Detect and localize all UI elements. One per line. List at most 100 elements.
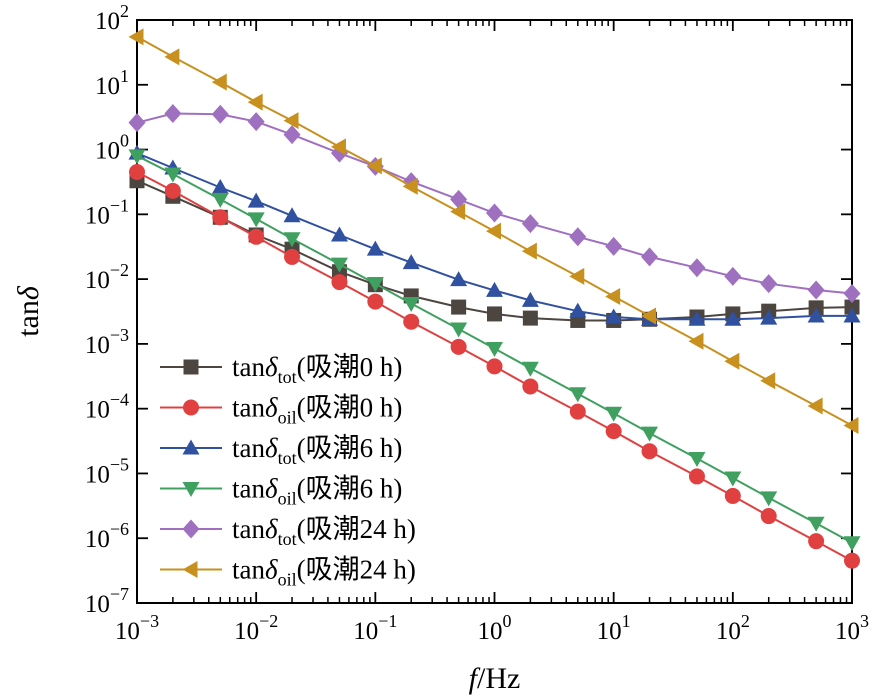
series-line (136, 179, 853, 322)
data-point (486, 341, 503, 357)
data-point (641, 247, 659, 267)
data-point (605, 406, 623, 422)
data-point (366, 277, 384, 293)
data-point (283, 112, 299, 130)
data-point (641, 443, 658, 460)
data-point (366, 157, 382, 175)
legend-entry: tanδoil(吸潮6 h) (160, 474, 402, 509)
data-point (128, 149, 146, 165)
data-point (247, 112, 265, 132)
y-tick-label: 101 (95, 66, 129, 100)
legend-label: tanδtot(吸潮0 h) (232, 352, 402, 387)
y-tick-label: 10−2 (85, 260, 129, 294)
y-tick-label: 10−1 (85, 195, 129, 229)
y-tick-label: 10−7 (85, 584, 129, 618)
data-point (569, 403, 586, 420)
x-tick-label: 101 (597, 611, 631, 645)
x-axis-label: f/Hz (469, 662, 521, 695)
data-point (211, 104, 229, 124)
data-point (164, 104, 182, 124)
x-tick-label: 102 (716, 611, 750, 645)
legend-entry: tanδoil(吸潮0 h) (160, 393, 402, 428)
data-point (522, 310, 538, 326)
data-point (330, 257, 348, 273)
data-point (724, 310, 742, 326)
data-point (129, 164, 145, 181)
data-point (807, 280, 825, 300)
data-point (283, 207, 301, 223)
y-tick-label: 10−6 (85, 519, 129, 553)
data-point (403, 313, 420, 330)
data-point (164, 167, 182, 183)
data-point (402, 297, 420, 313)
data-point (605, 236, 623, 256)
series-2 (129, 164, 860, 569)
legend-marker (182, 561, 198, 578)
data-point (367, 293, 384, 310)
data-point (843, 416, 859, 434)
data-point (283, 125, 301, 145)
data-point (402, 177, 418, 195)
data-point (724, 487, 741, 504)
data-point (486, 281, 503, 297)
data-point (807, 516, 825, 532)
y-tick-label: 102 (95, 1, 129, 35)
data-point (688, 452, 706, 468)
data-point (808, 533, 825, 550)
data-point (688, 332, 704, 350)
series-6 (128, 28, 859, 434)
data-point (486, 203, 503, 223)
data-point (724, 352, 740, 370)
data-point (211, 192, 229, 208)
data-point (450, 203, 466, 221)
data-point (641, 307, 657, 325)
data-point (450, 338, 467, 355)
axis-titles: f/Hz tanδ (12, 285, 520, 695)
data-point (688, 258, 706, 278)
data-point (402, 254, 420, 270)
x-tick-label: 10−1 (353, 611, 397, 645)
legend-label: tanδoil(吸潮6 h) (232, 474, 402, 509)
data-point (211, 178, 229, 194)
data-point (248, 228, 265, 245)
data-point (128, 28, 144, 46)
data-point (724, 266, 742, 286)
data-point (724, 471, 742, 487)
data-point (807, 307, 825, 323)
data-point (605, 287, 621, 305)
data-point (211, 73, 227, 91)
x-tick-label: 10−2 (234, 611, 278, 645)
data-point (164, 48, 180, 66)
y-tick-label: 100 (95, 131, 129, 165)
data-point (807, 397, 823, 415)
data-point (569, 302, 587, 318)
data-point (486, 222, 501, 240)
data-point (760, 508, 777, 525)
data-point (521, 291, 539, 307)
series-5 (128, 104, 861, 303)
legend-marker (182, 439, 200, 455)
y-tick-label: 10−5 (85, 454, 129, 488)
plot-series (128, 28, 861, 569)
data-point (843, 536, 861, 552)
data-point (569, 227, 587, 247)
y-tick-label: 10−3 (85, 325, 129, 359)
data-point (330, 138, 346, 156)
legend-marker (182, 519, 200, 539)
data-point (569, 387, 587, 403)
data-point (164, 182, 181, 199)
data-point (128, 113, 146, 133)
data-point (844, 552, 860, 569)
data-point (247, 212, 265, 228)
x-tick-label: 103 (835, 611, 869, 645)
data-point (212, 209, 229, 226)
legend: tanδtot(吸潮0 h) tanδoil(吸潮0 h) tanδtot(吸潮6 … (160, 352, 416, 590)
legend-entry: tanδtot(吸潮0 h) (160, 352, 402, 387)
data-point (450, 189, 468, 209)
data-point (486, 358, 503, 375)
data-point (521, 214, 539, 234)
data-point (688, 468, 705, 485)
data-point (760, 309, 778, 325)
data-point (522, 378, 539, 395)
